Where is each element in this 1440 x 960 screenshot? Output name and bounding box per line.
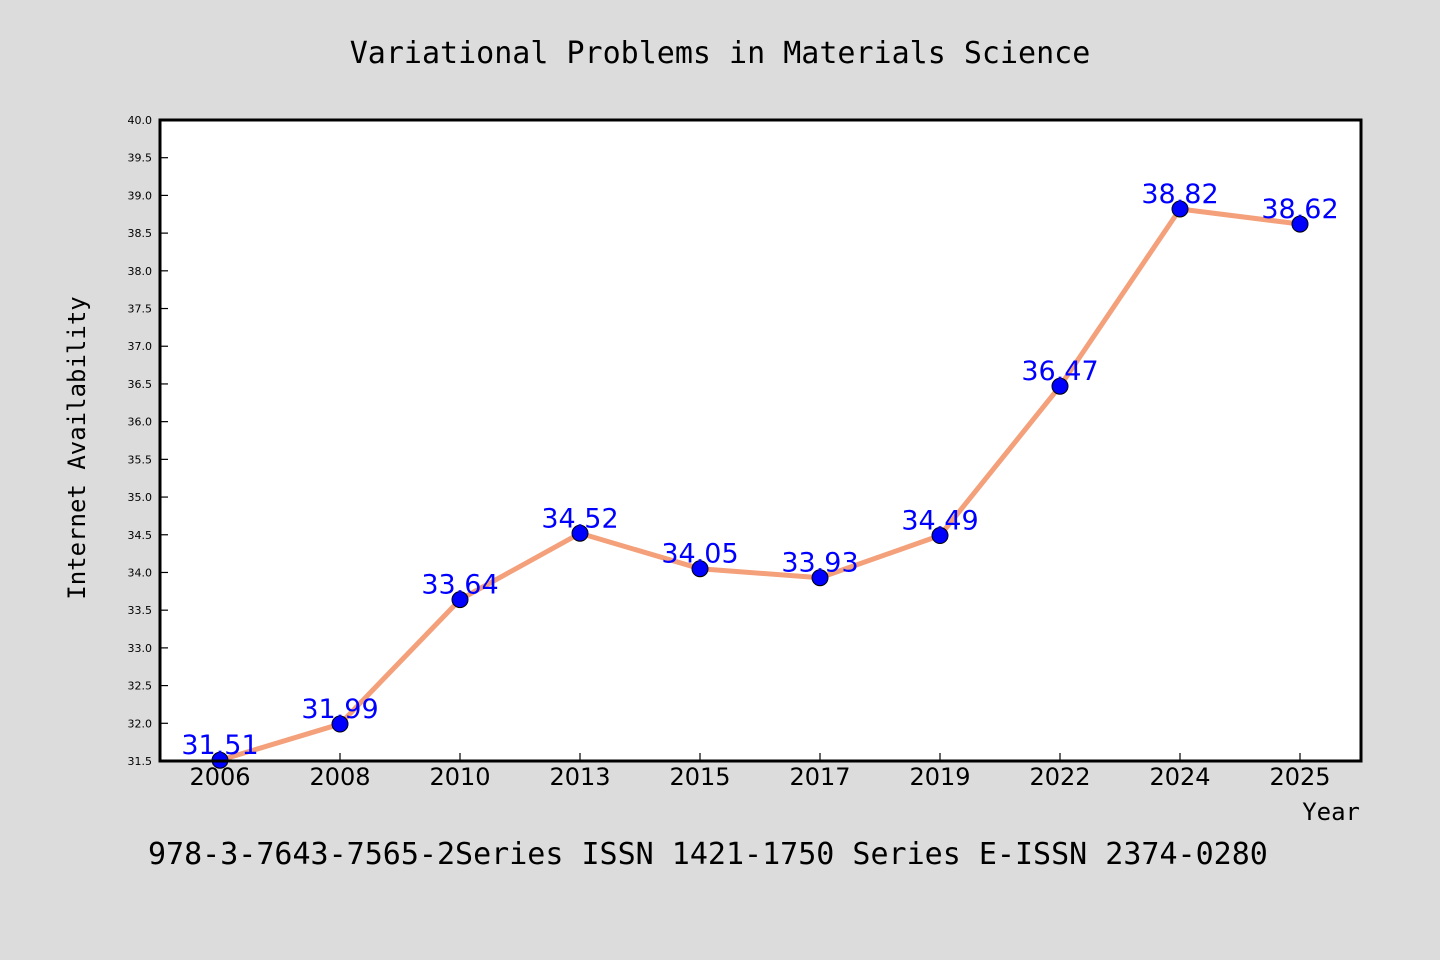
data-point: [1291, 215, 1309, 233]
data-point: [691, 560, 709, 578]
series-line: [217, 206, 1303, 763]
data-label: 31.51: [181, 730, 258, 761]
y-tick-label: 35.0: [128, 491, 153, 504]
y-tick-label: 33.5: [128, 604, 153, 617]
y-tick-label: 37.0: [128, 340, 153, 353]
y-tick-label: 39.5: [128, 152, 153, 165]
data-label: 36.47: [1021, 356, 1098, 387]
data-point: [1171, 200, 1189, 218]
y-tick-label: 33.0: [128, 642, 153, 655]
y-tick-label: 36.0: [128, 416, 153, 429]
x-tick-label: 2013: [549, 763, 610, 791]
data-label: 34.52: [541, 503, 618, 534]
footer-text: 978-3-7643-7565-2Series ISSN 1421-1750 S…: [148, 837, 1268, 872]
chart-title: Variational Problems in Materials Scienc…: [350, 36, 1091, 71]
x-axis-label: Year: [1302, 798, 1360, 826]
data-point: [331, 715, 349, 733]
x-tick-label: 2024: [1149, 763, 1210, 791]
data-point: [571, 524, 589, 542]
y-tick-label: 39.0: [128, 189, 153, 202]
data-point: [1051, 377, 1069, 395]
data-label: 33.64: [421, 570, 498, 601]
y-tick-label: 40.0: [128, 114, 153, 127]
data-label: 31.99: [301, 694, 378, 725]
y-axis: 31.5 32.0 32.5 33.0 33.5 34.0 34.5 35.0 35.5 36.0…: [128, 114, 168, 768]
y-tick-label: 37.5: [128, 303, 153, 316]
data-point: [451, 591, 469, 609]
data-point: [931, 527, 949, 545]
x-tick-label: 2019: [909, 763, 970, 791]
data-point: [811, 569, 829, 587]
y-tick-label: 34.0: [128, 566, 153, 579]
x-tick-label: 2010: [429, 763, 490, 791]
series-layer: 31.51 31.99 33.64 34.52 34.05 33.93 34.49 36.47…: [181, 179, 1339, 769]
y-tick-label: 38.5: [128, 227, 153, 240]
data-label: 33.93: [781, 548, 858, 579]
x-tick-label: 2017: [789, 763, 850, 791]
x-tick-label: 2022: [1029, 763, 1090, 791]
y-tick-label: 32.0: [128, 717, 153, 730]
data-label: 34.05: [661, 539, 738, 570]
plot-frame: [158, 118, 1363, 763]
y-tick-label: 35.5: [128, 453, 153, 466]
y-tick-label: 32.5: [128, 680, 153, 693]
y-tick-label: 31.5: [128, 755, 153, 768]
data-label: 38.62: [1261, 194, 1338, 225]
y-axis-label: Internet Availability: [63, 296, 91, 599]
x-tick-label: 2008: [309, 763, 370, 791]
data-label: 34.49: [901, 506, 978, 537]
plot-area: [160, 120, 1361, 761]
x-tick-label: 2025: [1269, 763, 1330, 791]
x-tick-label: 2015: [669, 763, 730, 791]
y-tick-label: 38.0: [128, 265, 153, 278]
y-tick-label: 34.5: [128, 529, 153, 542]
y-tick-label: 36.5: [128, 378, 153, 391]
data-label: 38.82: [1141, 179, 1218, 210]
